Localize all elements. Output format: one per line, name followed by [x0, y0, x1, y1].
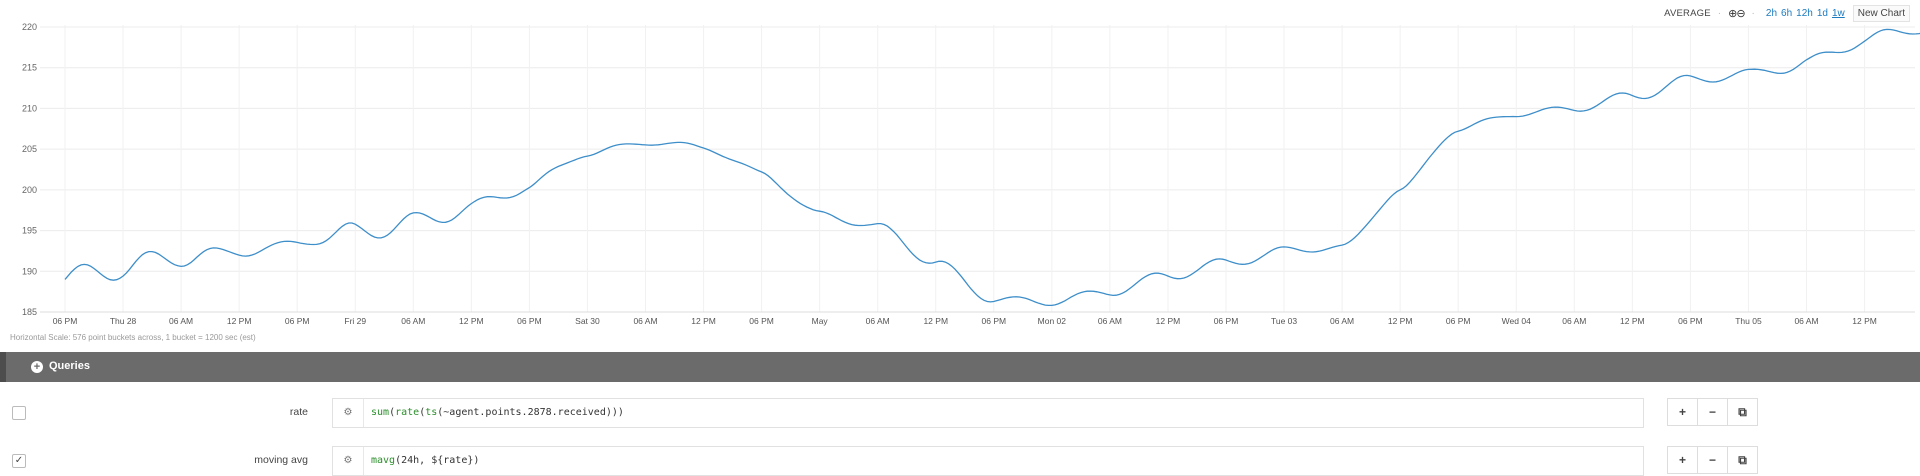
x-tick-label: Wed 04 [1502, 316, 1531, 326]
x-tick-label: Thu 05 [1735, 316, 1762, 326]
x-tick-label: May [812, 316, 829, 326]
x-tick-label: 06 AM [633, 316, 657, 326]
x-tick-label: 12 PM [459, 316, 484, 326]
expr-function: sum [371, 407, 390, 418]
clone-query-button[interactable]: ⧉ [1738, 405, 1747, 419]
range-12h-link[interactable]: 12h [1796, 7, 1813, 19]
query-expression[interactable]: sum(rate(ts(~agent.points.2878.received)… [371, 407, 624, 418]
x-tick-label: 06 AM [401, 316, 425, 326]
gear-icon[interactable]: ⚙ [333, 447, 364, 475]
clone-query-button[interactable]: ⧉ [1738, 453, 1747, 467]
x-tick-label: 12 PM [691, 316, 716, 326]
y-tick-label: 220 [22, 22, 37, 32]
x-axis-ticks: 06 PM Thu 28 06 AM 12 PM 06 PM Fri 29 06 AM 12 … [53, 316, 1877, 326]
expr-function: rate [395, 407, 420, 418]
y-axis-ticks: 220 215 210 205 200 195 190 185 [22, 22, 37, 317]
x-tick-label: 12 PM [1388, 316, 1413, 326]
query-checkbox[interactable]: ✓ [12, 454, 26, 468]
expr-text: (24h, ${rate}) [395, 455, 480, 466]
x-tick-label: Tue 03 [1271, 316, 1297, 326]
query-name[interactable]: moving avg [254, 454, 308, 466]
chart-grid [40, 25, 1915, 313]
x-tick-label: Sat 30 [575, 316, 600, 326]
y-tick-label: 195 [22, 226, 37, 236]
x-tick-label: 06 AM [1794, 316, 1818, 326]
new-chart-button[interactable]: New Chart [1852, 4, 1910, 22]
y-tick-label: 205 [22, 144, 37, 154]
x-tick-label: 06 PM [1678, 316, 1703, 326]
y-tick-label: 210 [22, 103, 37, 113]
x-tick-label: 06 AM [169, 316, 193, 326]
x-tick-label: Thu 28 [110, 316, 137, 326]
range-2h-link[interactable]: 2h [1765, 7, 1778, 19]
query-row-rate: rate ⚙ sum(rate(ts(~agent.points.2878.re… [0, 398, 1920, 428]
x-tick-label: 12 PM [1852, 316, 1877, 326]
x-tick-label: 06 PM [749, 316, 774, 326]
x-tick-label: 06 PM [1446, 316, 1471, 326]
query-row-moving-avg: ✓ moving avg ⚙ mavg(24h, ${rate}) + − ⧉ [0, 446, 1920, 476]
query-name[interactable]: rate [289, 406, 308, 418]
query-checkbox[interactable] [12, 406, 26, 420]
x-tick-label: 12 PM [1156, 316, 1181, 326]
x-tick-label: 06 PM [53, 316, 78, 326]
zoom-icons[interactable]: ⊕⊖ [1728, 7, 1745, 20]
query-actions: + − ⧉ [1667, 446, 1758, 474]
range-1d-link[interactable]: 1d [1816, 7, 1828, 19]
x-tick-label: 06 AM [1330, 316, 1354, 326]
y-tick-label: 215 [22, 63, 37, 73]
add-query-button[interactable]: + [1668, 447, 1698, 473]
aggregation-label[interactable]: AVERAGE [1664, 7, 1711, 19]
remove-query-button[interactable]: − [1698, 399, 1728, 425]
remove-query-button[interactable]: − [1698, 447, 1728, 473]
range-6h-link[interactable]: 6h [1781, 7, 1793, 19]
query-expression[interactable]: mavg(24h, ${rate}) [371, 455, 479, 466]
query-editor[interactable]: ⚙ mavg(24h, ${rate}) [332, 446, 1644, 476]
x-tick-label: 06 PM [982, 316, 1007, 326]
expr-function: ts [425, 407, 438, 418]
series-line [64, 28, 1920, 307]
y-tick-label: 200 [22, 185, 37, 195]
line-chart[interactable]: 220 215 210 205 200 195 190 185 06 PM Thu 28 06 A… [0, 0, 1920, 332]
x-tick-label: 06 PM [1214, 316, 1239, 326]
expr-text: ( [389, 407, 396, 418]
x-tick-label: 06 AM [866, 316, 890, 326]
x-tick-label: 06 AM [1562, 316, 1586, 326]
query-actions: + − ⧉ [1667, 398, 1758, 426]
horizontal-scale-note: Horizontal Scale: 576 point buckets acro… [10, 333, 256, 342]
expr-text: (~agent.points.2878.received))) [437, 407, 624, 418]
expr-text: ( [419, 407, 426, 418]
separator: · [1717, 7, 1722, 19]
queries-bar[interactable]: + Queries [0, 352, 1920, 382]
x-tick-label: 06 PM [517, 316, 542, 326]
gear-icon[interactable]: ⚙ [333, 399, 364, 427]
x-tick-label: 06 AM [1098, 316, 1122, 326]
expr-function: mavg [371, 455, 396, 466]
x-tick-label: Mon 02 [1038, 316, 1067, 326]
range-1w-link[interactable]: 1w [1831, 7, 1845, 19]
x-tick-label: 12 PM [923, 316, 948, 326]
y-tick-label: 190 [22, 266, 37, 276]
add-icon[interactable]: + [31, 361, 43, 373]
x-tick-label: 12 PM [227, 316, 252, 326]
x-tick-label: 06 PM [285, 316, 310, 326]
queries-title: Queries [49, 360, 90, 372]
separator: · [1751, 7, 1755, 19]
x-tick-label: Fri 29 [344, 316, 366, 326]
chart-toolbar: AVERAGE · ⊕⊖ · 2h 6h 12h 1d 1w New Chart [1664, 4, 1910, 22]
query-editor[interactable]: ⚙ sum(rate(ts(~agent.points.2878.receive… [332, 398, 1644, 428]
bar-marker [0, 352, 6, 382]
y-tick-label: 185 [22, 307, 37, 317]
x-tick-label: 12 PM [1620, 316, 1645, 326]
add-query-button[interactable]: + [1668, 399, 1698, 425]
